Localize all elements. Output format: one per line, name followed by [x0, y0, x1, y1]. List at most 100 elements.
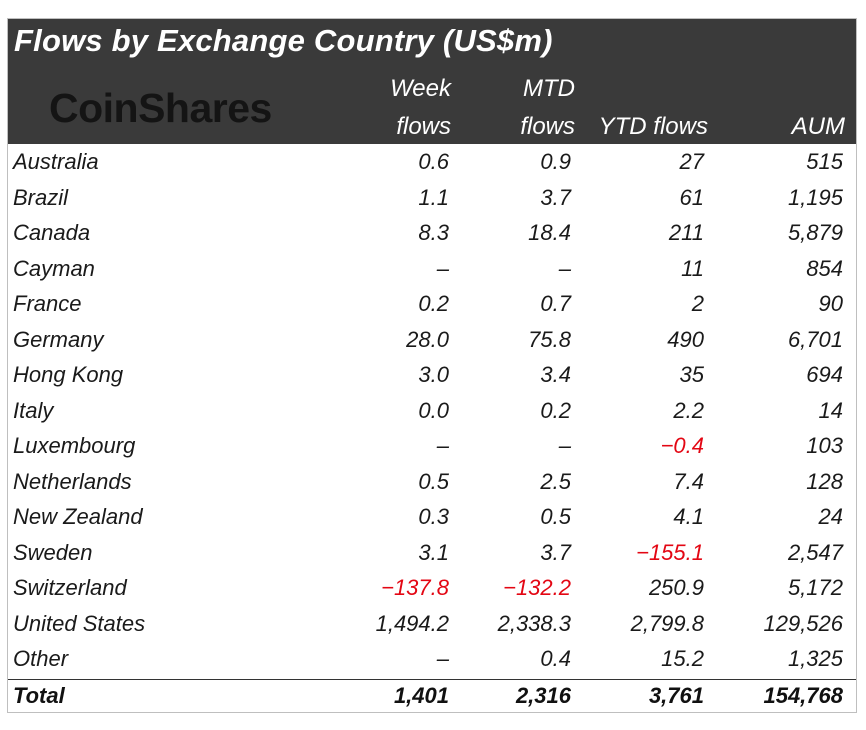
mtd-flows-cell: −132.2 — [503, 575, 571, 600]
mtd-flows-cell: – — [558, 433, 571, 458]
mtd-flows-cell: 2,338.3 — [497, 610, 571, 636]
mtd-flows-cell: 2.5 — [540, 468, 571, 494]
total-ytd: 3,761 — [648, 683, 704, 708]
total-label: Total — [13, 683, 65, 708]
ytd-flows-cell: 7.4 — [673, 468, 704, 494]
table-row: Sweden 3.1 3.7 −155.1 2,547 — [8, 535, 856, 571]
table-row: Netherlands 0.5 2.5 7.4 128 — [8, 464, 856, 500]
week-flows-cell: 8.3 — [418, 220, 449, 245]
week-flows-cell: 28.0 — [406, 326, 449, 352]
table-title: Flows by Exchange Country (US$m) — [14, 23, 553, 58]
country-cell: Netherlands — [13, 468, 132, 494]
table-row: Italy 0.0 0.2 2.2 14 — [8, 393, 856, 429]
country-cell: Switzerland — [13, 575, 127, 600]
coinshares-logo: CoinShares — [49, 85, 272, 131]
table-body: Australia 0.6 0.9 27 515 Brazil 1.1 3.7 61 1,195 C… — [8, 144, 856, 677]
week-flows-cell: – — [436, 646, 449, 671]
week-flows-cell: 0.6 — [418, 149, 449, 174]
country-cell: Canada — [13, 220, 91, 245]
total-mtd: 2,316 — [515, 683, 571, 708]
ytd-flows-cell: −155.1 — [636, 539, 704, 565]
aum-cell: 1,325 — [787, 646, 843, 671]
week-flows-cell: 0.0 — [418, 397, 449, 423]
aum-cell: 5,879 — [787, 220, 843, 245]
table-row: Cayman – – 11 854 — [8, 251, 856, 287]
table-row: Other – 0.4 15.2 1,325 — [8, 641, 856, 677]
aum-cell: 128 — [806, 468, 843, 494]
ytd-flows-cell: 4.1 — [673, 504, 704, 529]
mtd-flows-cell: 18.4 — [528, 220, 571, 245]
header-mtd-line2: flows — [520, 113, 575, 140]
aum-cell: 129,526 — [763, 610, 843, 636]
total-week: 1,401 — [393, 683, 449, 708]
table-row: Australia 0.6 0.9 27 515 — [8, 144, 856, 180]
table-row: Canada 8.3 18.4 211 5,879 — [8, 215, 856, 251]
week-flows-cell: 1,494.2 — [375, 610, 449, 636]
week-flows-cell: 3.0 — [418, 362, 449, 387]
table-row: Hong Kong 3.0 3.4 35 694 — [8, 357, 856, 393]
week-flows-cell: 0.5 — [418, 468, 449, 494]
table-row: United States 1,494.2 2,338.3 2,799.8 129,52… — [8, 606, 856, 642]
ytd-flows-cell: 15.2 — [661, 646, 704, 671]
table-row: Switzerland −137.8 −132.2 250.9 5,172 — [8, 570, 856, 606]
mtd-flows-cell: 0.7 — [540, 291, 571, 316]
country-cell: Luxembourg — [13, 433, 136, 458]
mtd-flows-cell: 3.7 — [540, 539, 571, 565]
mtd-flows-cell: 0.9 — [540, 149, 571, 174]
header-aum: AUM — [791, 113, 845, 140]
total-row: Total 1,401 2,316 3,761 154,768 — [8, 679, 856, 712]
aum-cell: 2,547 — [787, 539, 843, 565]
country-cell: Sweden — [13, 539, 93, 565]
ytd-flows-cell: 490 — [667, 326, 704, 352]
header-week-line2: flows — [396, 113, 451, 140]
week-flows-cell: 3.1 — [418, 539, 449, 565]
header-mtd-line1: MTD — [523, 75, 575, 102]
ytd-flows-cell: −0.4 — [660, 433, 704, 458]
country-cell: France — [13, 291, 82, 316]
aum-cell: 14 — [818, 397, 843, 423]
mtd-flows-cell: 3.7 — [540, 184, 571, 210]
mtd-flows-cell: – — [558, 255, 571, 281]
ytd-flows-cell: 11 — [681, 255, 704, 281]
ytd-flows-cell: 27 — [679, 149, 704, 174]
aum-cell: 103 — [806, 433, 843, 458]
country-cell: United States — [13, 610, 146, 636]
aum-cell: 24 — [818, 504, 843, 529]
aum-cell: 5,172 — [787, 575, 843, 600]
week-flows-cell: −137.8 — [381, 575, 449, 600]
mtd-flows-cell: 0.2 — [540, 397, 571, 423]
country-cell: Brazil — [13, 184, 69, 210]
week-flows-cell: 0.2 — [418, 291, 449, 316]
country-cell: Italy — [13, 397, 54, 423]
header-ytd: YTD flows — [598, 113, 708, 140]
aum-cell: 854 — [806, 255, 843, 281]
table-row: Germany 28.0 75.8 490 6,701 — [8, 322, 856, 358]
table-header: Flows by Exchange Country (US$m) CoinSha… — [8, 19, 856, 144]
country-cell: Hong Kong — [13, 362, 124, 387]
aum-cell: 6,701 — [787, 326, 843, 352]
table-row: New Zealand 0.3 0.5 4.1 24 — [8, 499, 856, 535]
week-flows-cell: – — [436, 255, 449, 281]
ytd-flows-cell: 2 — [691, 291, 704, 316]
ytd-flows-cell: 2,799.8 — [630, 610, 704, 636]
mtd-flows-cell: 0.5 — [540, 504, 571, 529]
ytd-flows-cell: 211 — [668, 220, 704, 245]
table-row: Brazil 1.1 3.7 61 1,195 — [8, 180, 856, 216]
header-week-line1: Week — [390, 75, 451, 102]
table-row: France 0.2 0.7 2 90 — [8, 286, 856, 322]
week-flows-cell: 1.1 — [418, 184, 449, 210]
aum-cell: 694 — [806, 362, 843, 387]
mtd-flows-cell: 3.4 — [540, 362, 571, 387]
country-cell: Germany — [13, 326, 104, 352]
flows-table: Flows by Exchange Country (US$m) CoinSha… — [7, 18, 857, 713]
aum-cell: 515 — [806, 149, 843, 174]
country-cell: Australia — [13, 149, 99, 174]
total-aum: 154,768 — [763, 683, 843, 708]
ytd-flows-cell: 35 — [679, 362, 704, 387]
ytd-flows-cell: 61 — [679, 184, 704, 210]
table-row: Luxembourg – – −0.4 103 — [8, 428, 856, 464]
ytd-flows-cell: 250.9 — [648, 575, 704, 600]
country-cell: Cayman — [13, 255, 95, 281]
aum-cell: 90 — [818, 291, 843, 316]
ytd-flows-cell: 2.2 — [673, 397, 704, 423]
